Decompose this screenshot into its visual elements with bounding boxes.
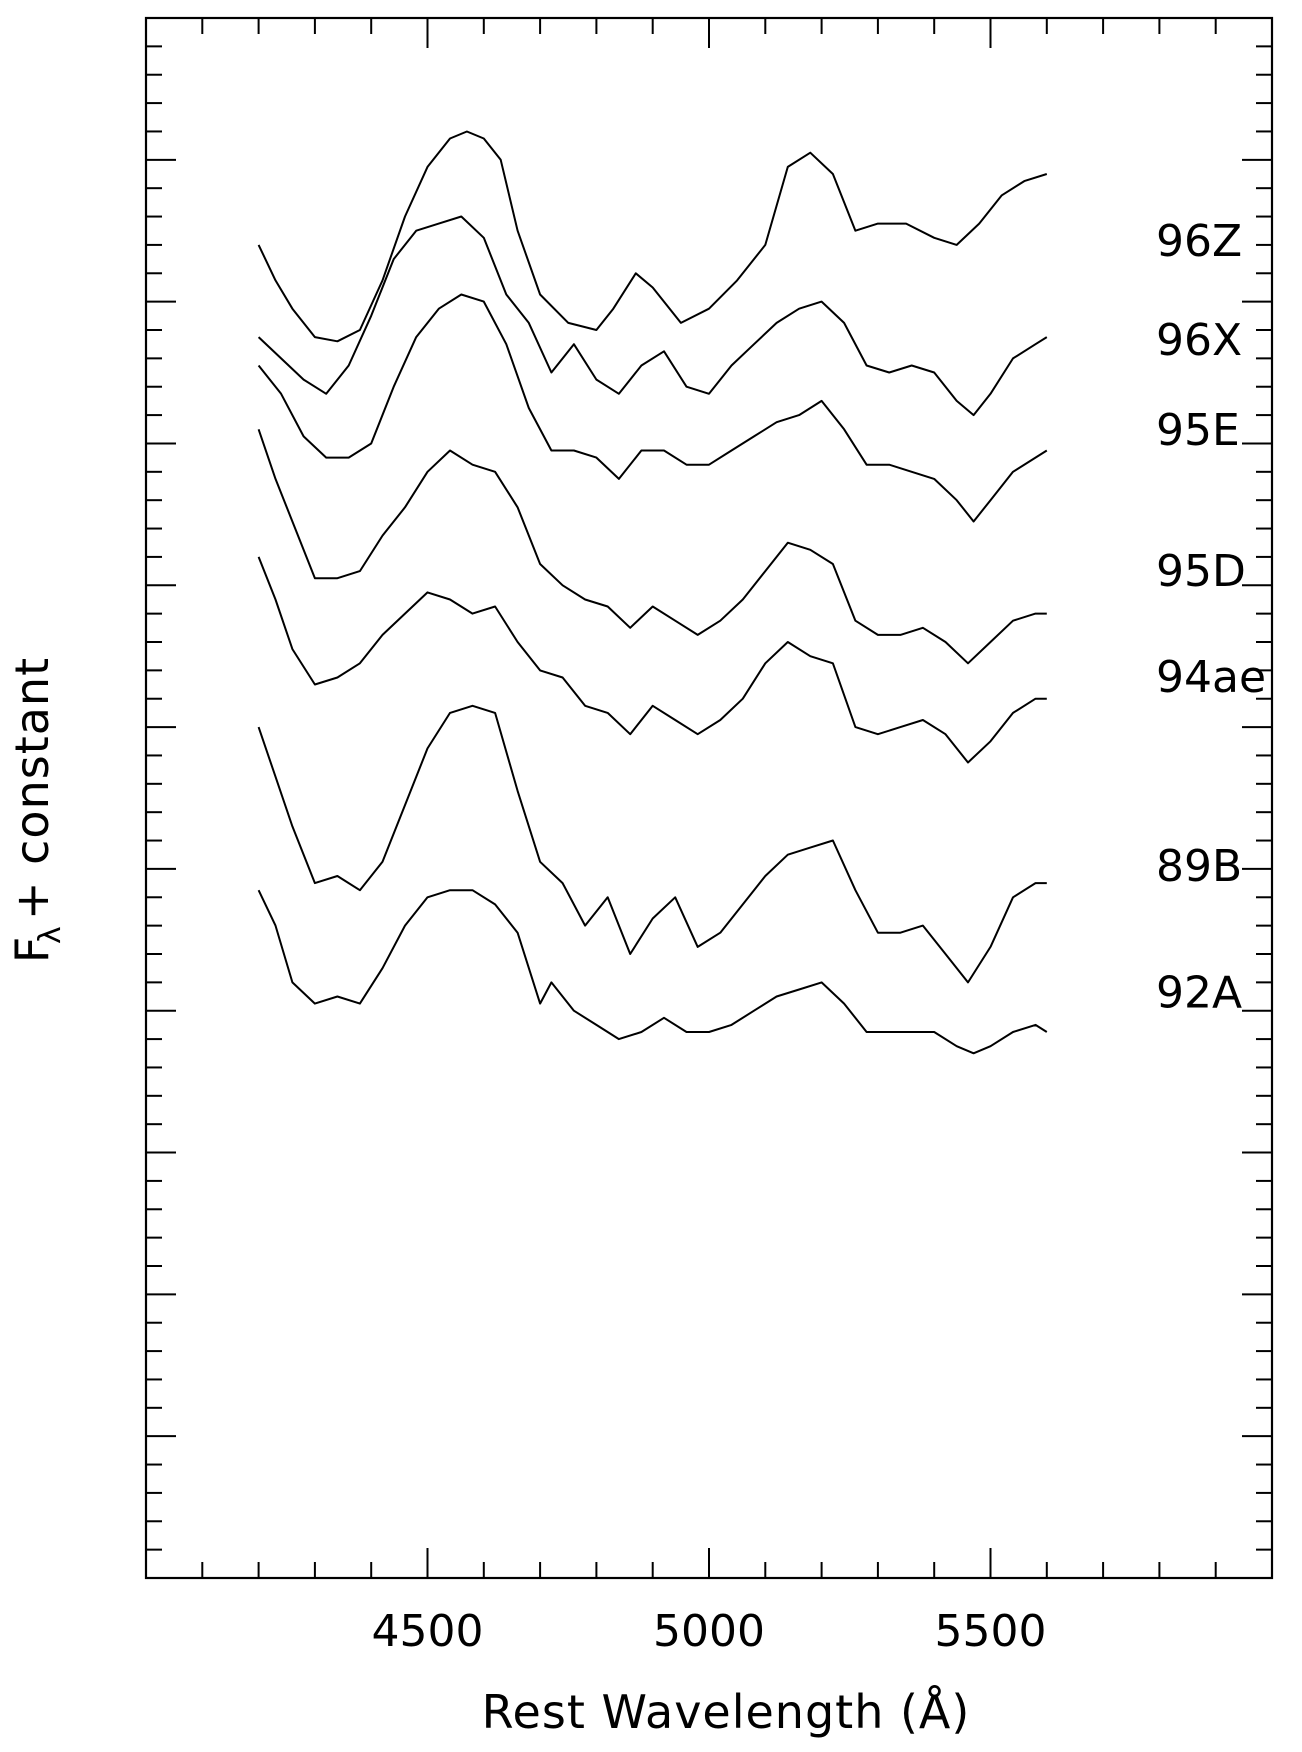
y-axis-title-main: F + constant <box>5 657 59 963</box>
series-label-95E: 95E <box>1156 405 1240 456</box>
spectrum-line-96X <box>257 215 1048 417</box>
y-axis-title-subscript: λ <box>33 925 68 944</box>
axes: 4500 5000 5500 <box>144 16 1274 1657</box>
spectrum-line-94ae <box>257 556 1047 764</box>
series-label-94ae: 94ae <box>1156 652 1266 703</box>
spectrum-line-95D <box>257 428 1047 665</box>
series-lines <box>257 130 1048 1055</box>
y-axis-title: F + constant λ <box>5 657 68 963</box>
spectrum-line-95E <box>257 293 1048 523</box>
spectrum-line-96Z <box>257 130 1048 343</box>
series-label-89B: 89B <box>1156 841 1242 892</box>
series-label-95D: 95D <box>1156 546 1246 597</box>
x-tick-label: 4500 <box>372 1606 484 1657</box>
series-labels: 96Z 96X 95E 95D 94ae 89B 92A <box>1156 216 1266 1019</box>
x-axis-title: Rest Wavelength (Å) <box>482 1685 971 1739</box>
x-tick-label: 5500 <box>935 1606 1047 1657</box>
svg-text:F + constant: F + constant <box>5 657 59 963</box>
series-label-96Z: 96Z <box>1156 216 1242 267</box>
x-tick-label: 5000 <box>653 1606 765 1657</box>
series-label-92A: 92A <box>1156 968 1242 1019</box>
series-label-96X: 96X <box>1156 315 1242 366</box>
spectrum-line-89B <box>257 704 1047 984</box>
spectrum-line-92A <box>257 889 1048 1055</box>
plot-frame <box>144 16 1274 1580</box>
